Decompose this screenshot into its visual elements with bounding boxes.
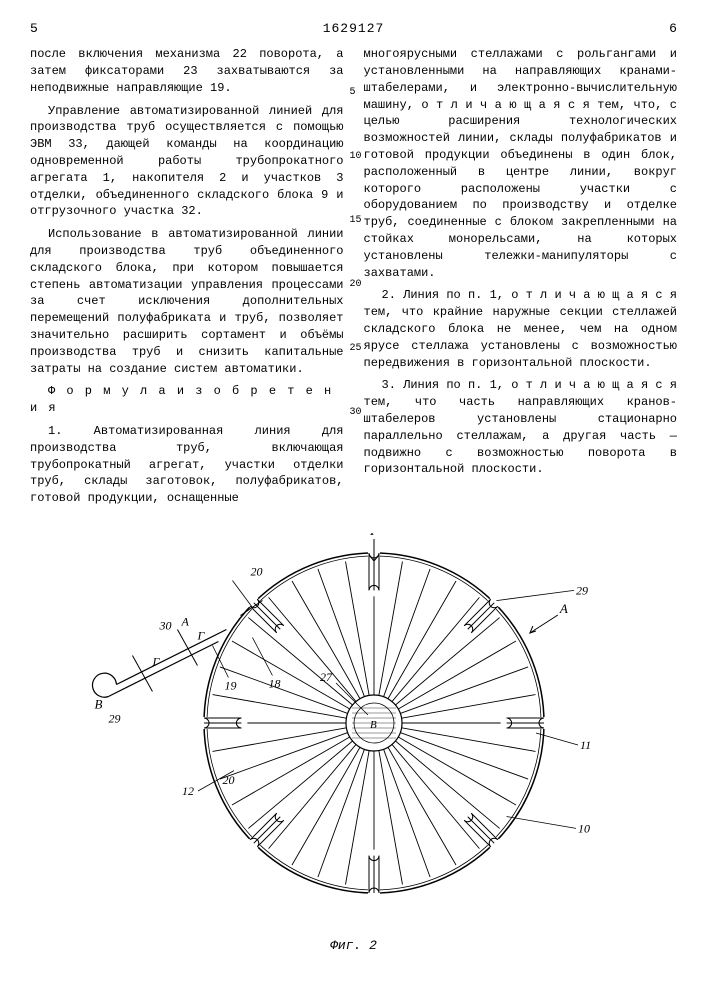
paragraph: многоярусными стеллажами с рольгангами и…	[364, 46, 678, 281]
svg-text:A: A	[180, 614, 189, 628]
svg-text:30: 30	[158, 618, 171, 632]
svg-text:18: 18	[268, 676, 280, 690]
line-marker: 15	[350, 214, 362, 228]
line-marker: 5	[350, 86, 362, 100]
text-columns: после включения механизма 22 поворота, а…	[30, 46, 677, 513]
svg-text:19: 19	[224, 678, 236, 692]
page-num-right: 6	[669, 20, 677, 38]
paragraph: 2. Линия по п. 1, о т л и ч а ю щ а я с …	[364, 287, 678, 371]
svg-text:A: A	[558, 601, 567, 616]
svg-text:Г: Г	[151, 654, 160, 668]
figure-caption: Фиг. 2	[330, 937, 377, 955]
svg-text:27: 27	[320, 670, 333, 684]
line-marker: 30	[350, 406, 362, 420]
paragraph: 1. Автоматизированная линия для производ…	[30, 423, 344, 507]
svg-text:20: 20	[250, 564, 262, 578]
page-header: 5 1629127 6	[30, 20, 677, 38]
paragraph: Использование в автоматизированной линии…	[30, 226, 344, 377]
formula-title: Ф о р м у л а и з о б р е т е н и я	[30, 383, 344, 417]
right-column: 5 10 15 20 25 30 многоярусными стеллажам…	[364, 46, 678, 513]
figure-svg: 29111027В12202030AГГ1918В29IA	[74, 533, 634, 933]
line-number-markers: 5 10 15 20 25 30	[350, 46, 362, 420]
svg-text:Г: Г	[196, 628, 205, 642]
patent-number: 1629127	[323, 20, 385, 38]
svg-text:20: 20	[222, 773, 234, 787]
svg-text:29: 29	[108, 711, 120, 725]
svg-text:I: I	[369, 533, 376, 539]
svg-text:В: В	[94, 696, 102, 711]
svg-text:12: 12	[182, 784, 194, 798]
paragraph: после включения механизма 22 поворота, а…	[30, 46, 344, 96]
page-num-left: 5	[30, 20, 38, 38]
svg-text:29: 29	[576, 583, 588, 597]
svg-text:11: 11	[580, 738, 591, 752]
svg-text:В: В	[370, 719, 377, 731]
paragraph: 3. Линия по п. 1, о т л и ч а ю щ а я с …	[364, 377, 678, 478]
svg-text:10: 10	[578, 821, 590, 835]
paragraph: Управление автоматизированной линией для…	[30, 103, 344, 221]
left-column: после включения механизма 22 поворота, а…	[30, 46, 344, 513]
line-marker: 25	[350, 342, 362, 356]
figure-2: 29111027В12202030AГГ1918В29IA Фиг. 2	[30, 533, 677, 955]
line-marker: 20	[350, 278, 362, 292]
line-marker: 10	[350, 150, 362, 164]
